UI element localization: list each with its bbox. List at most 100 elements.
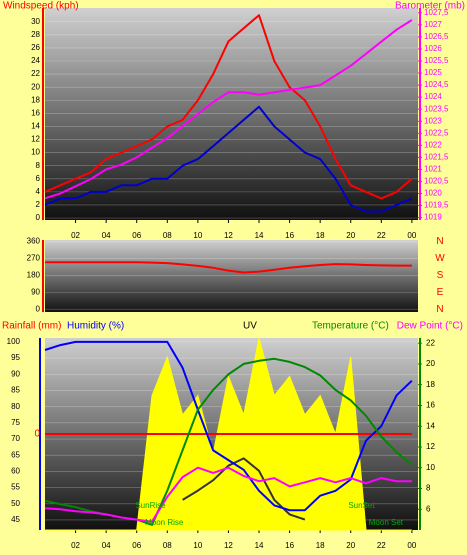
tick-label: 10 (426, 463, 435, 472)
tick-label: 1024,5 (424, 80, 449, 89)
x-tick-label: 20 (346, 541, 355, 550)
x-tick-label: 18 (316, 541, 325, 550)
tick-label: 80 (11, 402, 20, 411)
x-tick-label: 06 (132, 231, 141, 240)
tick-label: 45 (11, 515, 20, 524)
tick-label: 1026,5 (424, 32, 449, 41)
tick-label: 14 (426, 421, 435, 430)
tick-label: 1020,5 (424, 177, 449, 186)
series-line (44, 105, 413, 213)
x-tick-label: 22 (377, 231, 386, 240)
tick-label: 6 (426, 504, 431, 513)
tick-label: 10 (31, 148, 40, 157)
series-line (44, 466, 412, 523)
tick-label: 26 (31, 43, 40, 52)
x-tick-label: 20 (346, 231, 355, 240)
x-tick-label: 08 (163, 231, 172, 240)
tick-label: 270 (27, 254, 41, 263)
tick-label: 90 (11, 369, 20, 378)
x-tick-label: 14 (255, 231, 264, 240)
x-tick-label: 04 (102, 231, 111, 240)
legend-label: Windspeed (kph) (3, 1, 79, 12)
annotation: SunRise (135, 501, 166, 510)
tick-label: 90 (31, 287, 40, 296)
tick-label: N (436, 304, 443, 315)
x-tick-label: 00 (407, 541, 416, 550)
tick-label: W (435, 253, 445, 264)
legend-label: Rainfall (mm) (2, 321, 61, 332)
tick-label: 360 (27, 237, 41, 246)
tick-label: 8 (426, 484, 431, 493)
legend-label: UV (243, 321, 257, 332)
plot-area (45, 240, 418, 312)
tick-label: 12 (31, 135, 40, 144)
tick-label: 16 (31, 108, 40, 117)
x-tick-label: 12 (224, 231, 233, 240)
plot-area (45, 8, 418, 220)
tick-label: 14 (31, 122, 40, 131)
x-tick-label: 16 (285, 541, 294, 550)
tick-label: 30 (31, 17, 40, 26)
tick-label: 55 (11, 483, 20, 492)
x-tick-label: 10 (193, 231, 202, 240)
tick-label: 75 (11, 418, 20, 427)
tick-label: 1022,5 (424, 128, 449, 137)
tick-label: N (436, 236, 443, 247)
tick-label: 1024 (424, 92, 442, 101)
tick-label: 60 (11, 467, 20, 476)
tick-label: 70 (11, 434, 20, 443)
x-tick-label: 08 (163, 541, 172, 550)
series-line (44, 340, 413, 512)
tick-label: 12 (426, 442, 435, 451)
tick-label: 20 (31, 82, 40, 91)
x-tick-label: 04 (102, 541, 111, 550)
tick-label: 16 (426, 401, 435, 410)
x-tick-label: 00 (407, 231, 416, 240)
tick-label: 85 (11, 386, 20, 395)
legend-label: Temperature (°C) (312, 321, 389, 332)
tick-label: 1020 (424, 189, 442, 198)
legend-label: Humidity (%) (67, 321, 124, 332)
x-tick-label: 06 (132, 541, 141, 550)
tick-label: 1026 (424, 44, 442, 53)
tick-label: 8 (36, 161, 41, 170)
x-tick-label: 22 (377, 541, 386, 550)
series-line (45, 261, 412, 274)
tick-label: 1027,5 (424, 8, 449, 17)
annotation: SunSet (348, 501, 375, 510)
tick-label: 2 (36, 200, 41, 209)
tick-label: 0 (36, 304, 41, 313)
tick-label: 18 (31, 95, 40, 104)
annotation: Moon Rise (145, 518, 184, 527)
tick-label: 1025 (424, 68, 442, 77)
tick-label: 18 (426, 380, 435, 389)
tick-label: 1023,5 (424, 104, 449, 113)
tick-label: 65 (11, 450, 20, 459)
tick-label: 4 (36, 187, 41, 196)
x-tick-label: 16 (285, 231, 294, 240)
tick-label: 1025,5 (424, 56, 449, 65)
tick-label: 0 (34, 429, 40, 440)
tick-label: 20 (426, 359, 435, 368)
tick-label: 22 (31, 69, 40, 78)
series-line (44, 14, 413, 200)
x-tick-label: 14 (255, 541, 264, 550)
x-tick-label: 18 (316, 231, 325, 240)
annotation: Moon Set (369, 518, 404, 527)
tick-label: 50 (11, 499, 20, 508)
tick-label: 1023 (424, 116, 442, 125)
tick-label: 28 (31, 30, 40, 39)
tick-label: 100 (7, 337, 21, 346)
tick-label: S (437, 270, 444, 281)
tick-label: 1021,5 (424, 152, 449, 161)
tick-label: 22 (426, 338, 435, 347)
tick-label: 180 (27, 270, 41, 279)
tick-label: 0 (36, 213, 41, 222)
x-tick-label: 02 (71, 231, 80, 240)
legend-label: Dew Point (°C) (397, 321, 463, 332)
tick-label: 6 (36, 174, 41, 183)
tick-label: 1022 (424, 140, 442, 149)
tick-label: 24 (31, 56, 40, 65)
x-tick-label: 12 (224, 541, 233, 550)
